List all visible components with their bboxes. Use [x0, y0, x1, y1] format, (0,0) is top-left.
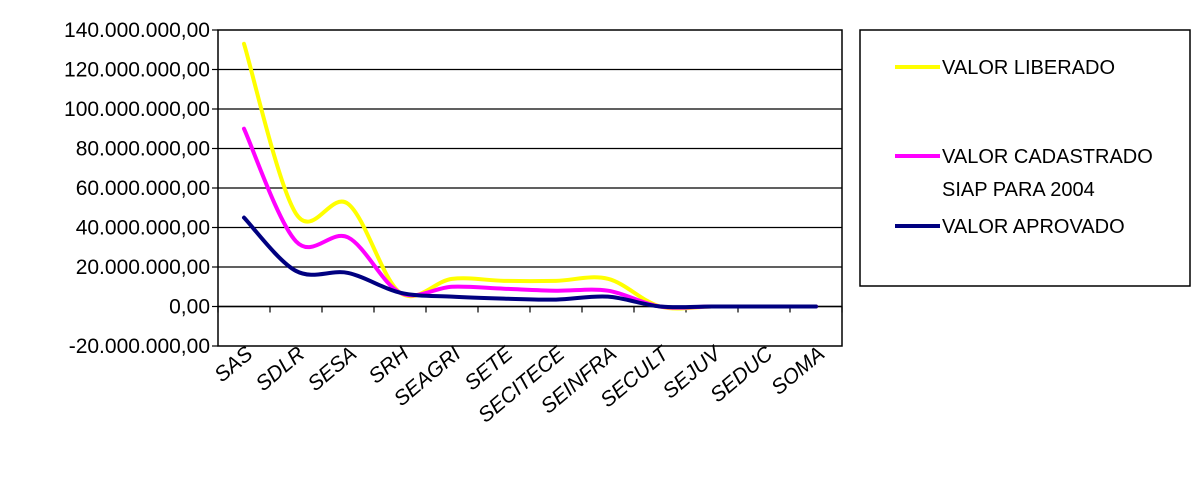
y-axis: 140.000.000,00 120.000.000,00 100.000.000,… [64, 19, 218, 358]
legend-label-valor-aprovado: VALOR APROVADO [942, 216, 1125, 238]
y-tick-label: 60.000.000,00 [76, 177, 210, 200]
x-category-label: SESA [304, 342, 362, 396]
x-category-label: SOMA [767, 342, 829, 399]
y-tick-label: 80.000.000,00 [76, 138, 210, 161]
plot-area: 140.000.000,00 120.000.000,00 100.000.000,… [64, 19, 843, 427]
y-tick-label: -20.000.000,00 [69, 335, 210, 358]
legend-label-valor-liberado: VALOR LIBERADO [942, 57, 1115, 79]
y-tick-label: 120.000.000,00 [64, 59, 210, 82]
legend: VALOR LIBERADO VALOR CADASTRADO SIAP PAR… [859, 29, 1191, 287]
y-tick-label: 20.000.000,00 [76, 256, 210, 279]
series-lines [242, 41, 818, 311]
x-category-label: SDLR [252, 342, 310, 396]
series-line-valor-aprovado [242, 215, 818, 310]
y-tick-label: 0,00 [169, 296, 210, 319]
legend-label-valor-cadastrado: VALOR CADASTRADO [942, 146, 1153, 168]
y-tick-label: 40.000.000,00 [76, 217, 210, 240]
x-category-label: SAS [210, 342, 257, 387]
y-tick-label: 140.000.000,00 [64, 19, 210, 42]
y-tick-label: 100.000.000,00 [64, 98, 210, 121]
legend-label-siap-para-2004: SIAP PARA 2004 [942, 179, 1095, 201]
